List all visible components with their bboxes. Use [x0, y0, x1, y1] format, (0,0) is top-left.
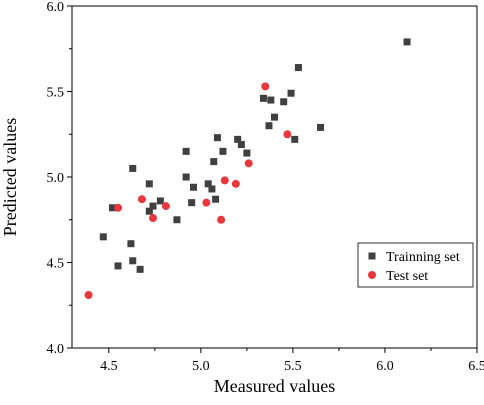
data-points — [84, 38, 411, 299]
training-point — [267, 96, 275, 104]
legend: Trainning set Test set — [357, 242, 474, 288]
x-tick-label: 5.0 — [192, 359, 210, 374]
legend-marker-test — [368, 271, 376, 279]
training-point — [243, 149, 251, 157]
test-point — [161, 202, 170, 211]
test-point — [220, 176, 229, 185]
training-point — [208, 185, 216, 193]
training-point — [287, 89, 295, 97]
test-point — [84, 290, 93, 299]
x-tick-label: 6.5 — [468, 359, 484, 374]
test-point — [114, 203, 123, 212]
test-point — [231, 179, 240, 188]
test-point — [202, 198, 211, 207]
test-point — [217, 215, 226, 224]
training-point — [136, 265, 144, 273]
training-point — [182, 147, 190, 155]
training-point — [188, 199, 196, 207]
x-axis-ticks: 4.5 5.0 5.5 6.0 6.5 — [100, 348, 484, 374]
test-point — [244, 159, 253, 168]
training-point — [109, 204, 116, 212]
y-tick-label: 5.0 — [47, 171, 65, 186]
training-point — [403, 38, 411, 46]
test-point — [149, 214, 157, 223]
y-tick-label: 6.0 — [47, 0, 65, 15]
test-point — [137, 195, 146, 204]
x-tick-label: 5.5 — [284, 359, 302, 374]
y-tick-label: 5.5 — [47, 86, 65, 101]
x-axis-label: Measured values — [214, 376, 335, 396]
training-point — [212, 195, 220, 203]
training-point — [259, 94, 267, 102]
training-point — [129, 257, 137, 265]
test-point — [283, 130, 292, 139]
training-point — [149, 202, 157, 210]
plot-frame — [71, 5, 478, 349]
training-point — [265, 122, 273, 130]
training-point — [271, 113, 278, 121]
training-point — [129, 164, 137, 172]
training-point — [99, 233, 107, 241]
y-tick-label: 4.0 — [47, 342, 65, 357]
legend-label: Test set — [386, 269, 428, 284]
legend-label: Trainning set — [386, 250, 460, 265]
training-point — [114, 262, 122, 270]
training-point — [291, 135, 299, 143]
training-point — [210, 158, 218, 166]
legend-box — [357, 242, 474, 288]
x-tick-label: 4.5 — [100, 359, 118, 374]
legend-marker-training — [368, 252, 376, 260]
training-point — [280, 98, 288, 106]
training-point — [204, 180, 212, 188]
training-point — [182, 173, 190, 181]
training-point — [145, 180, 153, 188]
y-axis-ticks: 4.0 4.5 5.0 5.5 6.0 — [47, 0, 72, 357]
training-point — [234, 135, 242, 143]
training-point — [173, 216, 181, 224]
training-point — [294, 64, 302, 72]
y-tick-label: 4.5 — [47, 257, 65, 272]
training-point — [317, 123, 325, 131]
training-point — [156, 197, 164, 205]
training-point — [219, 147, 227, 155]
x-tick-label: 6.0 — [376, 359, 394, 374]
training-point — [190, 183, 197, 191]
training-point — [237, 141, 245, 149]
test-point — [261, 82, 270, 91]
training-point — [145, 207, 153, 215]
training-point — [127, 240, 135, 248]
y-axis-label: Predicted values — [0, 118, 20, 236]
training-point — [213, 134, 221, 142]
